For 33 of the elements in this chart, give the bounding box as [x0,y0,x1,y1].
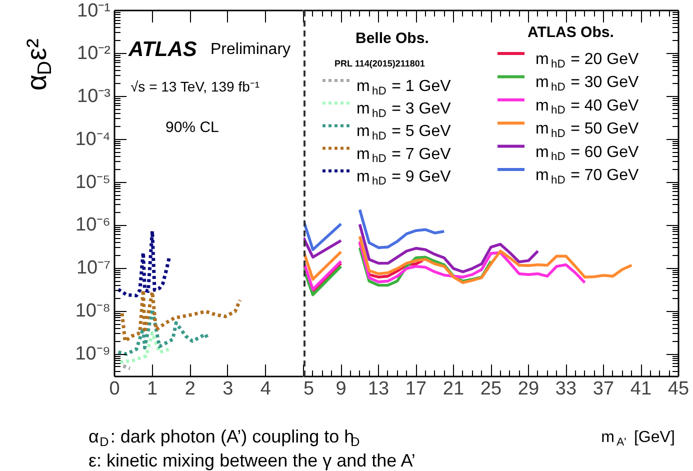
x-tick-label: 4 [260,378,272,400]
x-tick-label: 17 [405,378,427,400]
x-tick-label: 29 [518,378,540,400]
x-tick-label: 3 [222,378,234,400]
x-tick-label: 1 [147,378,158,400]
legend-title: ATLAS Obs. [528,24,614,41]
annotation: √s = 13 TeV, 139 fb⁻¹ [130,78,260,94]
y-tick-label: 10⁻¹ [77,0,111,22]
y-tick-label: 10⁻⁷ [76,258,111,279]
x-tick-label: 25 [480,378,502,400]
x-tick-label: 2 [184,378,196,400]
x-tick-label: 45 [668,378,690,400]
legend-title: Belle Obs. [356,30,429,47]
y-tick-label: 10⁻⁶ [76,214,111,236]
y-tick-label: 10⁻⁵ [75,172,111,193]
x-tick-label: 33 [555,378,577,400]
text: ε: kinetic mixing between the γ and the A’ [88,450,416,470]
y-tick-label: 10⁻⁸ [75,300,111,322]
y-axis-title: αDε² [21,38,56,91]
x-tick-label: 37 [592,378,614,400]
annotation: 90% CL [166,119,219,136]
x-tick-label: 9 [336,378,346,400]
annotation: ATLAS Preliminary [128,38,291,61]
y-tick-label: 10⁻⁴ [75,128,111,150]
y-tick-label: 10⁻³ [77,86,111,107]
x-tick-label: 21 [442,378,464,400]
x-tick-label: 41 [630,378,652,400]
x-tick-label: 5 [304,378,314,400]
x-tick-label: 13 [368,378,390,400]
annotation: PRL 114(2015)211801 [334,58,425,68]
x-tick-label: 0 [109,378,120,400]
y-tick-label: 10⁻⁹ [75,344,111,365]
y-tick-label: 10⁻² [77,42,111,64]
